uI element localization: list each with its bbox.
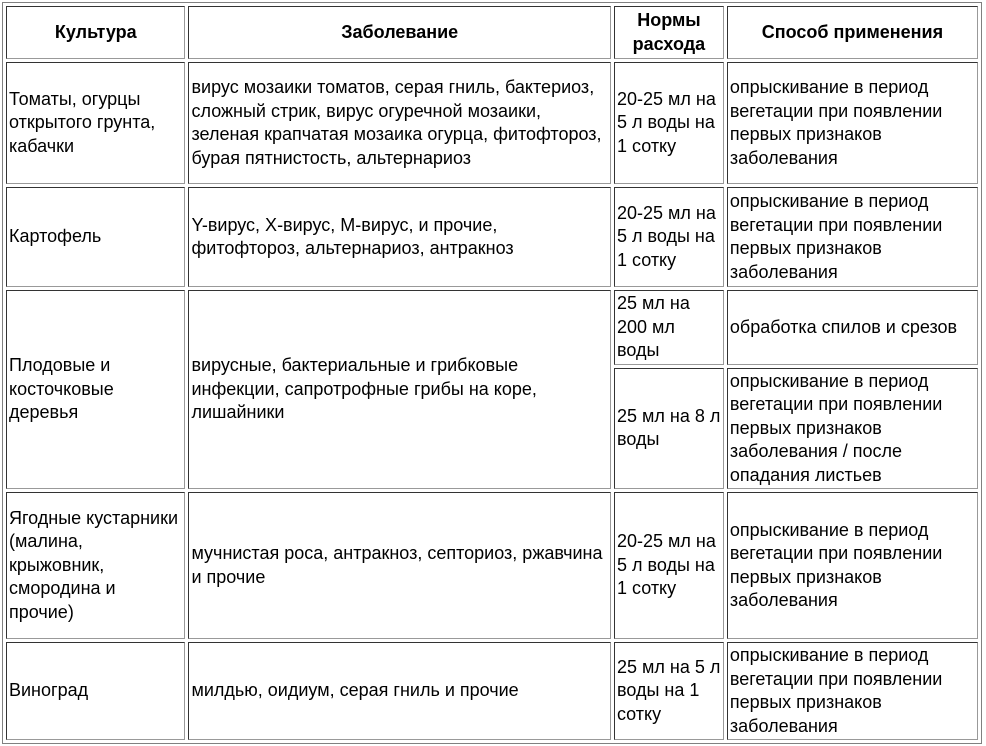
method-cell: опрыскивание в период вегетации при появ… [726, 187, 978, 287]
method-cell: опрыскивание в период вегетации при появ… [726, 642, 978, 740]
culture-cell: Плодовые и косточковые деревья [6, 290, 186, 489]
disease-cell: мучнистая роса, антракноз, септориоз, рж… [188, 492, 611, 639]
table-row: Ягодные кустарники (малина, крыжовник, с… [6, 492, 978, 639]
rate-cell: 25 мл на 8 л воды [613, 367, 724, 489]
disease-cell: Y-вирус, X-вирус, M-вирус, и прочие, фит… [188, 187, 611, 287]
table-row: 25 мл на 8 л воды опрыскивание в период … [6, 367, 978, 489]
header-disease: Заболевание [188, 6, 611, 59]
culture-cell: Ягодные кустарники (малина, крыжовник, с… [6, 492, 186, 639]
culture-cell: Картофель [6, 187, 186, 287]
header-method: Способ применения [726, 6, 978, 59]
rate-cell: 25 мл на 5 л воды на 1 сотку [613, 642, 724, 740]
header-rate: Нормы расхода [613, 6, 724, 59]
culture-cell: Томаты, огурцы открытого грунта, кабачки [6, 62, 186, 184]
culture-cell: Виноград [6, 642, 186, 740]
table-row: Плодовые и косточковые деревья вирусные,… [6, 290, 978, 489]
method-cell: опрыскивание в период вегетации при появ… [726, 62, 978, 184]
rate-cell: 20-25 мл на 5 л воды на 1 сотку [613, 62, 724, 184]
disease-cell: милдью, оидиум, серая гниль и прочие [188, 642, 611, 740]
header-culture: Культура [6, 6, 186, 59]
table-row: Томаты, огурцы открытого грунта, кабачки… [6, 62, 978, 184]
table-row: Картофель Y-вирус, X-вирус, M-вирус, и п… [6, 187, 978, 287]
method-cell: опрыскивание в период вегетации при появ… [726, 367, 978, 489]
header-row: Культура Заболевание Нормы расхода Спосо… [6, 6, 978, 59]
method-cell: обработка спилов и срезов [726, 290, 978, 365]
table-row: Виноград милдью, оидиум, серая гниль и п… [6, 642, 978, 740]
disease-cell: вирусные, бактериальные и грибковые инфе… [188, 290, 611, 489]
rate-cell: 20-25 мл на 5 л воды на 1 сотку [613, 187, 724, 287]
disease-cell: вирус мозаики томатов, серая гниль, бакт… [188, 62, 611, 184]
method-cell: опрыскивание в период вегетации при появ… [726, 492, 978, 639]
rate-cell: 25 мл на 200 мл воды [613, 290, 724, 365]
rate-cell: 20-25 мл на 5 л воды на 1 сотку [613, 492, 724, 639]
